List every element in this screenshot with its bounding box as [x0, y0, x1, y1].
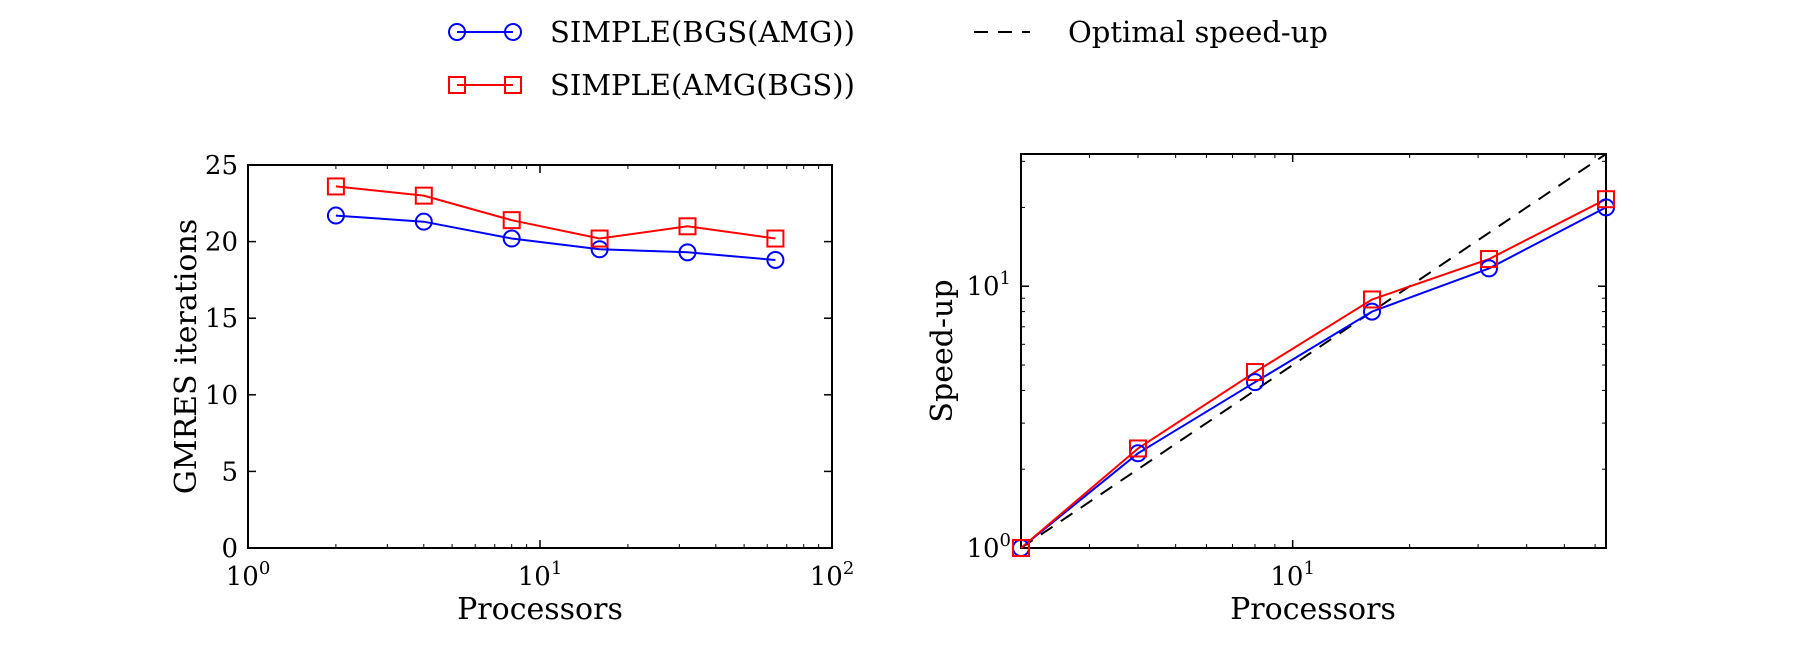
- y-tick-label: 0: [221, 534, 238, 564]
- tick-labels: 101 100 101: [966, 268, 1314, 592]
- data-point-simple-amg-bgs: [502, 211, 521, 230]
- data-point-simple-bgs-amg: [678, 243, 697, 262]
- data-point-simple-amg-bgs: [326, 177, 345, 196]
- y-tick-label: 101: [966, 268, 1011, 302]
- y-tick-label: 20: [205, 228, 238, 258]
- x-axis-label: Processors: [1230, 592, 1396, 627]
- y-tick-label: 5: [221, 457, 238, 487]
- data-point-simple-amg-bgs: [414, 186, 433, 205]
- data-point-simple-bgs-amg: [326, 206, 345, 225]
- tick-labels: 100 101 102 0 5 10 15 20 25: [205, 151, 854, 592]
- x-tick-label: 101: [518, 558, 563, 592]
- legend: SIMPLE(BGS(AMG)) SIMPLE(AMG(BGS)) Optima…: [448, 15, 1328, 102]
- legend-marker-amg-bgs: [448, 76, 466, 94]
- data-point-simple-amg-bgs: [1363, 290, 1381, 309]
- data-point-simple-amg-bgs: [1012, 539, 1030, 557]
- y-tick-label: 15: [205, 304, 238, 334]
- data-point-simple-bgs-amg: [502, 229, 521, 248]
- legend-marker-bgs-amg: [448, 23, 466, 41]
- data-point-simple-bgs-amg: [1480, 259, 1498, 278]
- data-point-simple-bgs-amg: [766, 250, 785, 269]
- legend-label-bgs-amg: SIMPLE(BGS(AMG)): [550, 15, 855, 49]
- data-point-simple-amg-bgs: [678, 217, 697, 236]
- data-point-simple-amg-bgs: [766, 229, 785, 248]
- data-point-simple-amg-bgs: [1480, 250, 1498, 269]
- iterations-chart: 100 101 102 0 5 10 15 20 25 Processors GMRES ite…: [169, 151, 854, 627]
- data-point-simple-bgs-amg: [1246, 373, 1264, 392]
- y-tick-label: 10: [205, 381, 238, 411]
- series-line-simple-bgs-amg: [335, 214, 776, 261]
- legend-entry-amg-bgs: SIMPLE(AMG(BGS)): [448, 68, 855, 102]
- series-line-simple-bgs-amg: [1020, 206, 1607, 549]
- legend-entry-bgs-amg: SIMPLE(BGS(AMG)): [448, 15, 855, 49]
- legend-label-optimal: Optimal speed-up: [1068, 15, 1328, 49]
- data-point-simple-bgs-amg: [590, 240, 609, 259]
- axis-ticks: [247, 164, 833, 549]
- x-tick-label: 102: [810, 558, 855, 592]
- legend-label-amg-bgs: SIMPLE(AMG(BGS)): [550, 68, 855, 102]
- data-point-simple-amg-bgs: [1129, 439, 1147, 458]
- plot-frame: [1020, 153, 1607, 549]
- x-tick-label: 101: [1270, 558, 1315, 592]
- data-point-simple-amg-bgs: [1246, 363, 1264, 382]
- x-tick-label: 100: [226, 558, 271, 592]
- plot-area: [326, 177, 785, 269]
- data-point-simple-amg-bgs: [590, 229, 609, 248]
- y-axis-label: GMRES iterations: [169, 219, 204, 494]
- x-axis-label: Processors: [457, 592, 623, 627]
- series-line-optimal-speed-up: [1020, 153, 1607, 549]
- y-axis-label: Speed-up: [925, 279, 960, 422]
- data-point-simple-bgs-amg: [414, 212, 433, 231]
- series-line-simple-amg-bgs: [335, 185, 776, 240]
- y-tick-label: 25: [205, 151, 238, 181]
- legend-entry-optimal: Optimal speed-up: [974, 15, 1328, 49]
- legend-marker-amg-bgs: [504, 76, 522, 94]
- plot-area: [1012, 153, 1615, 557]
- axis-ticks: [1021, 154, 1606, 549]
- data-point-simple-bgs-amg: [1363, 302, 1381, 321]
- series-line-simple-amg-bgs: [1020, 198, 1607, 549]
- y-tick-label: 100: [966, 530, 1011, 564]
- data-point-simple-amg-bgs: [1597, 190, 1615, 209]
- legend-marker-bgs-amg: [504, 23, 522, 41]
- speedup-chart: 101 100 101 Processors Speed-up: [925, 153, 1615, 627]
